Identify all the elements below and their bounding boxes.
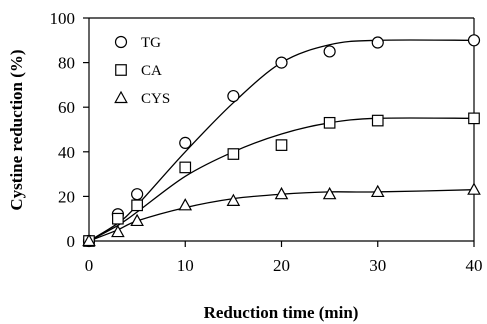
x-axis-ticks: 0 10 20 30 40 [85, 241, 483, 275]
data-point-cys [82, 233, 96, 247]
y-axis-ticks: 0 20 40 60 80 100 [50, 9, 89, 251]
data-point-ca [112, 212, 124, 225]
data-point-ca [275, 139, 288, 151]
legend-label-ca: CA [141, 63, 162, 79]
data-point-cys [370, 184, 385, 198]
data-point-cys [111, 224, 125, 238]
y-tick-label: 40 [58, 143, 75, 162]
legend: TG CA CYS [114, 35, 170, 107]
data-point-ca [227, 148, 240, 160]
data-point-ca [323, 116, 336, 129]
data-point-cys [130, 213, 144, 227]
legend-marker-ca [115, 64, 127, 76]
x-tick-label: 30 [369, 256, 386, 275]
y-tick-label: 60 [58, 98, 75, 117]
x-axis-title: Reduction time (min) [204, 303, 359, 322]
data-point-ca [131, 199, 143, 212]
y-tick-label: 80 [58, 54, 75, 73]
y-tick-label: 100 [50, 9, 76, 28]
data-point-cys [274, 186, 289, 200]
data-point-ca [179, 161, 192, 174]
data-point-cys [178, 198, 193, 211]
data-point-cys [467, 182, 481, 195]
legend-marker-cys [114, 90, 128, 104]
data-markers [82, 34, 481, 248]
legend-marker-tg [114, 35, 128, 49]
data-point-tg [371, 36, 384, 49]
data-point-tg [467, 34, 481, 47]
x-tick-label: 10 [177, 256, 194, 275]
fit-curve-tg [88, 39, 475, 242]
y-tick-label: 0 [67, 232, 76, 251]
data-point-tg [179, 136, 192, 149]
legend-label-tg: TG [141, 35, 161, 51]
data-point-tg [275, 56, 288, 69]
data-point-cys [322, 186, 337, 200]
data-point-tg [131, 188, 144, 201]
x-tick-label: 40 [466, 256, 483, 275]
y-axis-title: Cystine reduction (%) [7, 49, 26, 210]
data-point-tg [227, 89, 240, 103]
x-tick-label: 20 [273, 256, 290, 275]
y-tick-label: 20 [58, 187, 75, 206]
data-point-cys [226, 193, 241, 206]
fit-curve-ca [88, 117, 475, 242]
data-point-ca [468, 112, 480, 125]
x-tick-label: 0 [85, 256, 94, 275]
data-point-tg [323, 45, 336, 58]
plot-frame [88, 17, 475, 242]
legend-label-cys: CYS [141, 91, 170, 107]
data-point-ca [371, 114, 384, 127]
